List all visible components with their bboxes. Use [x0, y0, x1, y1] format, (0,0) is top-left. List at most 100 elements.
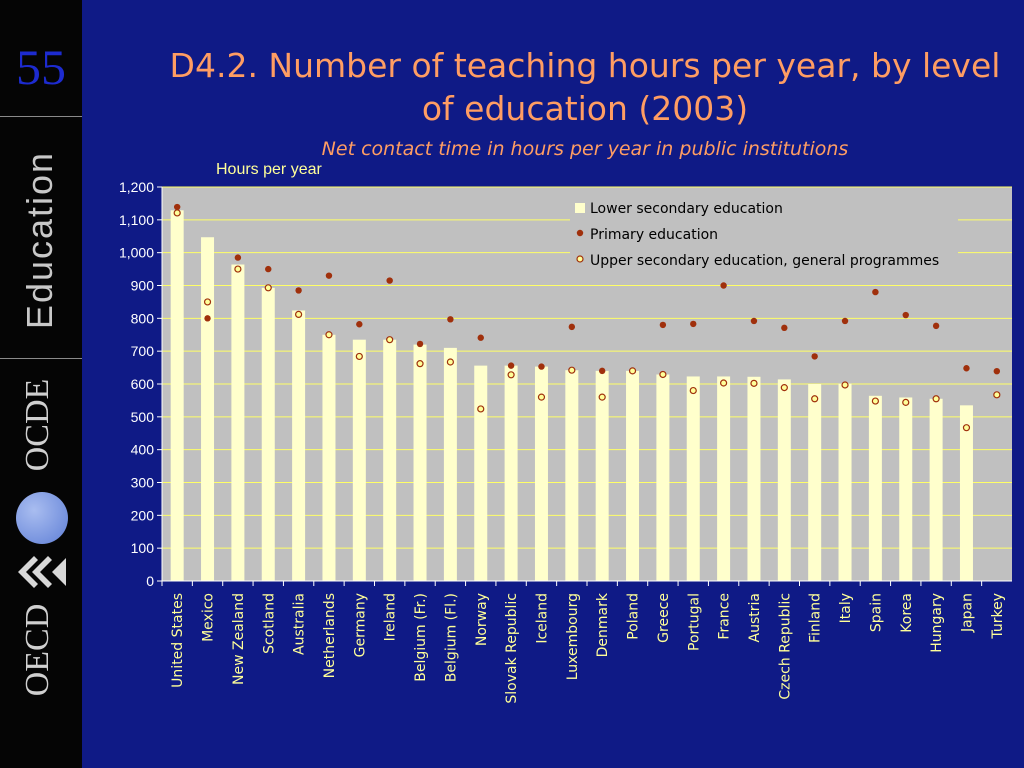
bar-lower-secondary [717, 376, 731, 581]
x-tick-label: Ireland [383, 593, 399, 641]
bar-lower-secondary [201, 237, 215, 582]
point-primary [568, 323, 576, 331]
bar-lower-secondary [808, 384, 822, 581]
point-upper-secondary [537, 393, 546, 401]
x-tick-label: United States [170, 593, 186, 688]
point-upper-secondary [598, 393, 606, 401]
point-upper-secondary [325, 331, 333, 339]
point-upper-secondary [841, 381, 849, 389]
bar-lower-secondary [504, 365, 518, 581]
bar-lower-secondary [595, 370, 609, 581]
point-upper-secondary [173, 209, 181, 217]
x-tick-label: Mexico [201, 593, 217, 642]
point-upper-secondary [628, 367, 637, 375]
y-tick-label: 200 [131, 507, 155, 523]
y-tick-label: 300 [131, 475, 155, 491]
legend-label: Lower secondary education [590, 201, 783, 217]
bar-lower-secondary [838, 383, 852, 581]
x-tick-label: New Zealand [231, 593, 247, 685]
x-tick-label: Poland [626, 593, 642, 640]
bar-lower-secondary [170, 210, 184, 582]
bar-lower-secondary [231, 264, 245, 581]
y-tick-label: 100 [131, 540, 155, 556]
point-primary [538, 363, 545, 370]
point-primary [963, 365, 970, 372]
point-primary [598, 367, 606, 375]
y-tick-label: 600 [131, 376, 155, 392]
point-primary [416, 340, 424, 348]
point-primary [811, 353, 818, 360]
x-tick-label: Iceland [534, 593, 550, 644]
sidebar: 55 Education OCDE OECD [0, 0, 82, 768]
x-tick-label: Denmark [595, 592, 611, 657]
point-upper-secondary [780, 384, 788, 392]
point-upper-secondary [295, 310, 303, 318]
y-tick-label: 700 [131, 343, 155, 359]
x-tick-label: Czech Republic [777, 593, 793, 700]
bar-lower-secondary [868, 395, 882, 581]
bar-lower-secondary [474, 365, 488, 581]
x-tick-label: Finland [808, 593, 824, 643]
bar-lower-secondary [747, 376, 761, 581]
point-primary [447, 316, 454, 323]
point-primary [507, 362, 515, 369]
x-tick-label: Korea [899, 593, 915, 633]
bar-lower-secondary [383, 339, 397, 581]
point-upper-secondary [811, 395, 819, 403]
point-primary [781, 324, 788, 332]
point-primary [720, 282, 727, 289]
point-upper-secondary [689, 386, 697, 395]
point-upper-secondary [993, 391, 1001, 399]
bar-lower-secondary [656, 374, 670, 581]
bar-lower-secondary [352, 339, 366, 581]
oecd-chevron-icon [18, 556, 66, 588]
point-primary [841, 317, 849, 325]
x-tick-label: Spain [868, 593, 884, 632]
bar-lower-secondary [565, 370, 579, 581]
point-primary [173, 203, 181, 211]
sidebar-divider [0, 116, 82, 117]
point-primary [750, 317, 758, 325]
bar-lower-secondary [413, 344, 427, 581]
legend-swatch-upper-secondary [576, 255, 584, 263]
point-upper-secondary [871, 397, 879, 405]
slide-number: 55 [16, 39, 66, 95]
x-tick-label: Portugal [686, 593, 702, 651]
point-primary [234, 254, 242, 261]
x-tick-label: Austria [747, 593, 763, 642]
x-tick-label: Belgium (Fr.) [413, 593, 429, 682]
x-tick-label: Hungary [929, 593, 945, 653]
point-upper-secondary [264, 284, 272, 292]
bar-lower-secondary [899, 397, 913, 581]
point-primary [386, 277, 393, 284]
sidebar-divider [0, 358, 82, 359]
point-upper-secondary [507, 371, 515, 379]
bar-lower-secondary [292, 310, 306, 581]
legend-swatch-primary [576, 229, 584, 237]
point-primary [204, 315, 211, 322]
point-primary [872, 288, 879, 296]
bar-lower-secondary [777, 379, 791, 581]
bar-lower-secondary [929, 398, 943, 581]
legend-label: Upper secondary education, general progr… [590, 253, 939, 269]
point-upper-secondary [203, 298, 212, 306]
point-upper-secondary [750, 379, 758, 387]
bar-lower-secondary [322, 334, 336, 581]
point-primary [356, 321, 363, 328]
x-tick-label: Norway [474, 593, 490, 646]
point-primary [325, 272, 333, 279]
point-primary [659, 321, 667, 329]
y-tick-label: 1,100 [119, 212, 154, 228]
legend-label: Primary education [590, 227, 718, 243]
bar-lower-secondary [686, 376, 700, 581]
legend-swatch-lower-secondary [575, 203, 585, 213]
point-primary [477, 334, 484, 341]
point-upper-secondary [446, 358, 454, 366]
point-upper-secondary [416, 360, 424, 368]
y-tick-label: 1,200 [119, 179, 154, 195]
x-tick-label: Turkey [990, 593, 1006, 640]
point-upper-secondary [568, 366, 576, 374]
y-tick-label: 0 [146, 573, 154, 589]
y-axis-label: Hours per year [216, 161, 322, 178]
